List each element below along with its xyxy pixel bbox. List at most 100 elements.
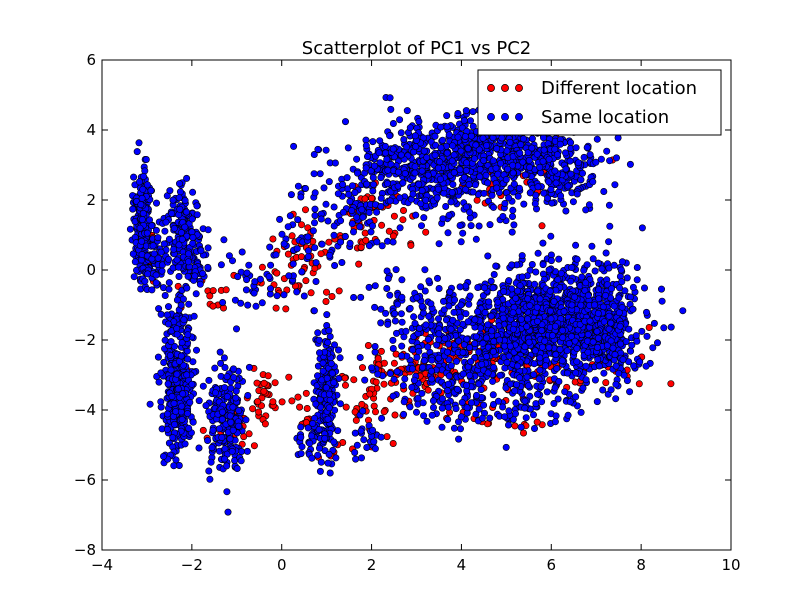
scatter-point xyxy=(546,287,554,295)
scatter-point xyxy=(304,253,312,261)
scatter-point xyxy=(290,142,298,150)
scatter-point xyxy=(499,213,507,221)
scatter-point xyxy=(377,194,385,202)
scatter-point xyxy=(409,190,417,198)
scatter-point xyxy=(377,319,385,327)
scatter-point xyxy=(424,335,432,343)
scatter-point xyxy=(539,157,547,165)
scatter-point xyxy=(534,287,542,295)
scatter-point xyxy=(237,457,245,465)
scatter-point xyxy=(351,408,359,416)
scatter-point xyxy=(351,189,359,197)
y-tick-label: 6 xyxy=(86,51,96,69)
points-layer xyxy=(126,88,687,516)
scatter-point xyxy=(314,145,322,153)
scatter-point xyxy=(288,397,296,405)
scatter-point xyxy=(607,285,615,293)
scatter-point xyxy=(358,364,366,372)
scatter-point xyxy=(401,170,409,178)
scatter-point xyxy=(163,425,171,433)
scatter-point xyxy=(463,404,471,412)
legend-marker xyxy=(501,113,509,121)
scatter-point xyxy=(539,239,547,247)
scatter-point xyxy=(350,376,358,384)
scatter-point xyxy=(157,248,165,256)
scatter-point xyxy=(271,379,279,387)
scatter-point xyxy=(439,215,447,223)
scatter-point xyxy=(167,338,175,346)
scatter-point xyxy=(179,295,187,303)
scatter-point xyxy=(487,277,495,285)
scatter-point xyxy=(601,291,609,299)
scatter-point xyxy=(219,408,227,416)
scatter-point xyxy=(638,327,646,335)
scatter-point xyxy=(314,329,322,337)
scatter-point xyxy=(136,224,144,232)
scatter-point xyxy=(514,287,522,295)
scatter-point xyxy=(425,277,433,285)
scatter-point xyxy=(533,317,541,325)
scatter-point xyxy=(569,198,577,206)
scatter-point xyxy=(560,307,568,315)
scatter-point xyxy=(649,344,657,352)
scatter-point xyxy=(242,416,250,424)
scatter-point xyxy=(369,181,377,189)
scatter-point xyxy=(153,199,161,207)
scatter-point xyxy=(361,229,369,237)
scatter-point xyxy=(377,347,385,355)
scatter-point xyxy=(266,243,274,251)
scatter-point xyxy=(519,135,527,143)
scatter-point xyxy=(437,123,445,131)
scatter-point xyxy=(205,467,213,475)
scatter-point xyxy=(434,185,442,193)
scatter-point xyxy=(133,148,141,156)
scatter-point xyxy=(315,444,323,452)
scatter-point xyxy=(227,384,235,392)
scatter-point xyxy=(412,211,420,219)
scatter-point xyxy=(216,348,224,356)
scatter-point xyxy=(626,388,634,396)
scatter-point xyxy=(633,263,641,271)
scatter-point xyxy=(189,418,197,426)
scatter-point xyxy=(572,369,580,377)
scatter-point xyxy=(419,399,427,407)
legend-label: Same location xyxy=(541,107,669,128)
scatter-point xyxy=(411,163,419,171)
scatter-point xyxy=(436,158,444,166)
scatter-point xyxy=(188,215,196,223)
scatter-point xyxy=(205,376,213,384)
scatter-point xyxy=(380,408,388,416)
scatter-point xyxy=(589,178,597,186)
scatter-point xyxy=(482,171,490,179)
scatter-point xyxy=(612,362,620,370)
scatter-point xyxy=(278,230,286,238)
scatter-point xyxy=(255,408,263,416)
scatter-point xyxy=(615,369,623,377)
scatter-point xyxy=(541,337,549,345)
scatter-point xyxy=(565,339,573,347)
scatter-point xyxy=(499,314,507,322)
scatter-point xyxy=(472,235,480,243)
scatter-point xyxy=(359,213,367,221)
scatter-point xyxy=(204,244,212,252)
scatter-point xyxy=(455,435,463,443)
scatter-point xyxy=(380,359,388,367)
scatter-point xyxy=(394,168,402,176)
scatter-point xyxy=(435,240,443,248)
scatter-point xyxy=(508,261,516,269)
scatter-point xyxy=(503,147,511,155)
x-tick-label: 2 xyxy=(367,556,377,574)
scatter-point xyxy=(330,203,338,211)
scatter-point xyxy=(233,464,241,472)
scatter-point xyxy=(336,400,344,408)
scatter-point xyxy=(165,285,173,293)
scatter-point xyxy=(386,132,394,140)
scatter-point xyxy=(417,283,425,291)
scatter-point xyxy=(323,374,331,382)
scatter-point xyxy=(481,309,489,317)
scatter-point xyxy=(512,294,520,302)
scatter-point xyxy=(510,221,518,229)
scatter-point xyxy=(138,216,146,224)
scatter-point xyxy=(284,250,292,258)
scatter-point xyxy=(161,227,169,235)
